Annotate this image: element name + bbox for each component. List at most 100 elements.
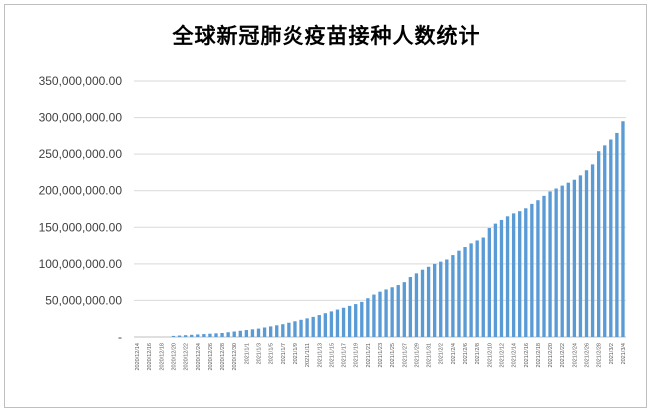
x-tick-label: 2021/2/8 — [475, 343, 481, 364]
bar — [335, 309, 340, 337]
bar — [621, 121, 625, 337]
bar — [572, 179, 577, 337]
bar — [524, 208, 528, 337]
x-tick-label: 2020/12/28 — [220, 343, 226, 371]
x-tick-label: 2021/1/19 — [354, 343, 360, 367]
bar — [554, 188, 558, 337]
y-tick-label: 250,000,000.00 — [39, 147, 123, 161]
y-axis-labels: - 50,000,000.00 100,000,000.00 150,000,000.… — [39, 74, 123, 344]
x-tick-label: 2021/1/11 — [305, 343, 311, 367]
bar — [603, 145, 607, 337]
bar — [323, 313, 328, 337]
bar — [384, 289, 388, 337]
bar — [499, 219, 504, 337]
x-tick-label: 2021/1/13 — [317, 343, 323, 367]
bar — [402, 282, 406, 337]
bar — [439, 261, 443, 337]
bar — [317, 315, 321, 337]
bar — [457, 250, 461, 337]
bar — [220, 332, 224, 337]
x-tick-label: 2021/2/28 — [597, 343, 603, 367]
bar — [542, 195, 546, 337]
x-tick-label: 2021/2/16 — [524, 343, 530, 367]
x-tick-label: 2020/12/16 — [147, 343, 153, 371]
y-tick-label: 200,000,000.00 — [39, 184, 123, 198]
bar — [408, 277, 413, 337]
bar — [347, 305, 352, 337]
bar — [505, 216, 510, 337]
bar — [487, 228, 492, 337]
bar — [451, 255, 455, 337]
x-tick-label: 2020/12/26 — [208, 343, 214, 371]
bar — [250, 329, 255, 337]
x-tick-label: 2021/1/21 — [366, 343, 372, 367]
bar — [226, 332, 230, 337]
bar — [426, 266, 431, 337]
x-tick-label: 2021/1/27 — [402, 343, 408, 367]
x-tick-label: 2020/12/22 — [184, 343, 190, 371]
bar — [171, 335, 176, 337]
x-tick-label: 2021/2/6 — [463, 343, 469, 364]
bar — [311, 316, 315, 337]
bar — [177, 335, 182, 337]
bar — [511, 213, 516, 337]
bar — [536, 200, 540, 337]
x-tick-label: 2021/3/2 — [609, 343, 615, 364]
x-tick-label: 2021/2/26 — [585, 343, 591, 367]
bar — [481, 237, 485, 337]
bar — [584, 170, 589, 337]
x-tick-label: 2021/2/24 — [572, 343, 578, 367]
x-tick-label: 2021/1/25 — [390, 343, 396, 367]
x-tick-label: 2020/12/14 — [135, 343, 141, 371]
bar — [378, 291, 382, 337]
bar — [287, 322, 291, 337]
chart-frame — [4, 4, 647, 408]
x-tick-label: 2021/2/10 — [487, 343, 493, 367]
bar — [578, 175, 583, 337]
y-tick-label: 50,000,000.00 — [45, 293, 122, 307]
x-tick-label: 2021/1/31 — [427, 343, 433, 367]
bar — [305, 318, 309, 337]
x-tick-label: 2021/1/5 — [269, 343, 275, 364]
bar — [469, 243, 473, 337]
x-tick-label: 2021/2/4 — [451, 343, 457, 364]
x-tick-label: 2021/2/2 — [439, 343, 445, 364]
chart-title: 全球新冠肺炎疫苗接种人数统计 — [172, 24, 481, 48]
bar — [256, 328, 261, 337]
bar — [548, 191, 552, 337]
bar — [414, 273, 419, 337]
bar — [615, 132, 619, 337]
bar — [530, 203, 534, 337]
x-axis-labels: 2020/12/14 2020/12/16 2020/12/18 2020/12/20… — [135, 343, 627, 371]
bar — [244, 330, 249, 337]
bar — [329, 311, 334, 337]
bar — [475, 240, 479, 337]
y-tick-label: - — [118, 330, 122, 344]
x-tick-label: 2021/2/14 — [512, 343, 518, 367]
bar — [214, 333, 218, 337]
bar — [238, 330, 242, 337]
bar — [493, 223, 498, 337]
x-tick-label: 2021/3/4 — [621, 343, 627, 364]
x-tick-label: 2021/1/17 — [342, 343, 348, 367]
x-tick-label: 2021/2/12 — [499, 343, 505, 367]
bar — [293, 321, 297, 337]
x-tick-label: 2020/12/20 — [171, 343, 177, 371]
y-tick-label: 100,000,000.00 — [39, 257, 123, 271]
bar — [232, 331, 236, 337]
x-tick-label: 2020/12/30 — [232, 343, 238, 371]
bar — [372, 294, 376, 337]
x-tick-label: 2020/12/18 — [159, 343, 165, 371]
x-tick-label: 2021/1/9 — [293, 343, 299, 364]
bar — [190, 334, 194, 337]
y-tick-label: 350,000,000.00 — [39, 74, 123, 88]
x-tick-label: 2021/2/22 — [560, 343, 566, 367]
x-tick-label: 2021/2/18 — [536, 343, 542, 367]
bar — [268, 326, 273, 337]
bar — [299, 319, 303, 337]
bar — [518, 211, 522, 337]
bar — [609, 139, 613, 337]
bar — [596, 151, 601, 337]
bar — [390, 287, 394, 337]
